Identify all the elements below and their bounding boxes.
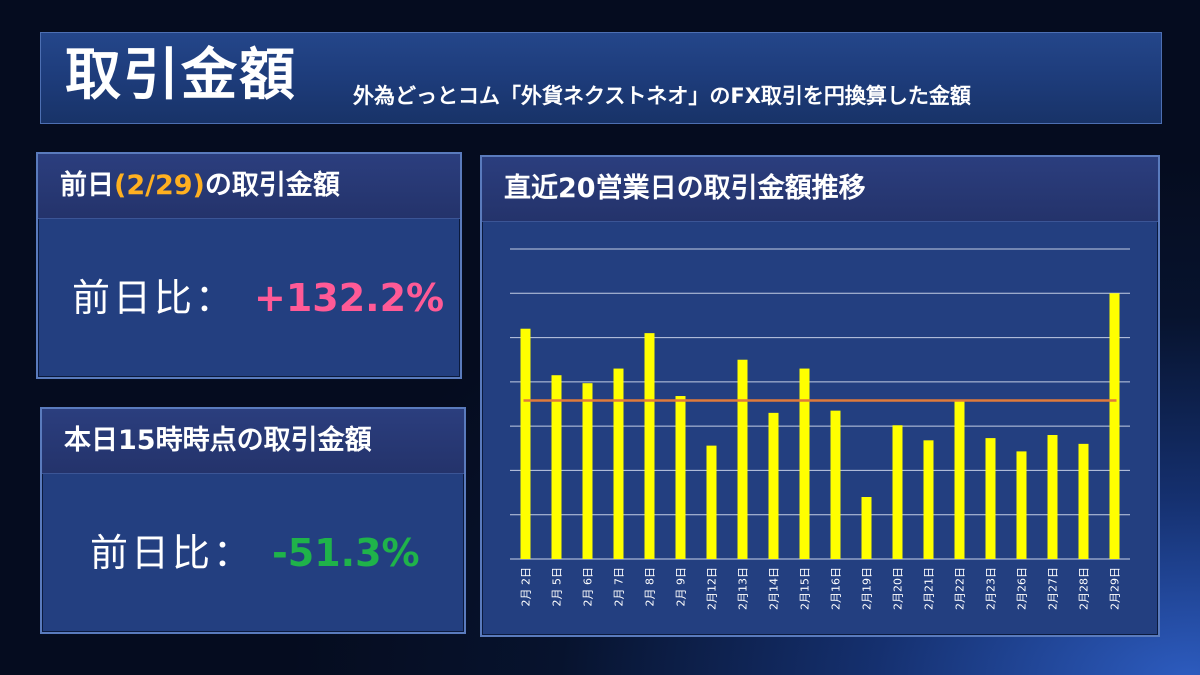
x-tick-label: 2月12日 — [706, 567, 719, 610]
bar — [1047, 435, 1058, 559]
x-tick-label: 2月23日 — [985, 567, 998, 610]
bar — [861, 497, 872, 559]
previous-day-ratio: 前日比： +132.2% — [72, 274, 444, 322]
x-tick-label: 2月 8日 — [644, 567, 657, 607]
x-tick-label: 2月 7日 — [613, 567, 626, 607]
bar — [923, 440, 934, 559]
previous-day-ratio-label: 前日比： — [72, 276, 237, 320]
bar — [675, 396, 686, 559]
x-tick-label: 2月29日 — [1109, 567, 1122, 610]
transaction-bar-chart: 2月 2日 2月 5日 2月 6日 2月 7日 2月 8日 2月 9日 2月12日 2月13日… — [510, 248, 1130, 610]
x-tick-label: 2月21日 — [923, 567, 936, 610]
x-tick-label: 2月13日 — [737, 567, 750, 610]
previous-day-ratio-value: +132.2% — [254, 276, 445, 320]
x-tick-label: 2月28日 — [1078, 567, 1091, 610]
bar — [954, 401, 965, 559]
x-tick-label: 2月 9日 — [675, 567, 688, 607]
bar — [582, 383, 593, 559]
today-ratio: 前日比： -51.3% — [90, 529, 420, 577]
page-subtitle: 外為どっとコム「外貨ネクストネオ」のFX取引を円換算した金額 — [353, 84, 971, 108]
bar — [830, 410, 841, 559]
bar — [706, 445, 717, 559]
chart-panel-title: 直近20営業日の取引金額推移 — [504, 173, 866, 204]
x-tick-label: 2月26日 — [1016, 567, 1029, 610]
page-title: 取引金額 — [65, 43, 297, 108]
previous-day-title-date: (2/29) — [114, 170, 205, 201]
bar — [768, 412, 779, 559]
bar — [892, 425, 903, 559]
chart-panel-header: 直近20営業日の取引金額推移 — [482, 157, 1158, 222]
bar — [1109, 293, 1120, 559]
previous-day-title-pre: 前日 — [60, 170, 114, 201]
x-tick-label: 2月27日 — [1047, 567, 1060, 610]
x-tick-label: 2月20日 — [892, 567, 905, 610]
x-tick-label: 2月 6日 — [582, 567, 595, 607]
previous-day-title-post: の取引金額 — [204, 170, 340, 201]
bar — [644, 333, 655, 559]
bar — [520, 328, 531, 559]
x-tick-label: 2月15日 — [799, 567, 812, 610]
chart-panel: 直近20営業日の取引金額推移 2月 2日 2月 5日 2月 6日 2月 7日 2月 8日… — [480, 155, 1160, 637]
today-panel: 本日15時時点の取引金額 前日比： -51.3% — [40, 407, 466, 634]
today-ratio-value: -51.3% — [272, 531, 420, 575]
previous-day-panel-header: 前日(2/29)の取引金額 — [38, 154, 460, 219]
bar — [737, 359, 748, 559]
x-tick-label: 2月 5日 — [551, 567, 564, 607]
bar — [551, 375, 562, 559]
previous-day-panel-title: 前日(2/29)の取引金額 — [60, 168, 340, 204]
bar — [613, 368, 624, 559]
today-panel-title: 本日15時時点の取引金額 — [64, 425, 372, 456]
title-bar: 取引金額 外為どっとコム「外貨ネクストネオ」のFX取引を円換算した金額 — [40, 32, 1162, 124]
today-panel-header: 本日15時時点の取引金額 — [42, 409, 464, 474]
previous-day-panel: 前日(2/29)の取引金額 前日比： +132.2% — [36, 152, 462, 379]
bar — [1078, 443, 1089, 559]
today-ratio-label: 前日比： — [90, 531, 255, 575]
x-tick-label: 2月22日 — [954, 567, 967, 610]
bar — [985, 438, 996, 559]
x-tick-label: 2月14日 — [768, 567, 781, 610]
bar — [1016, 451, 1027, 559]
x-tick-label: 2月 2日 — [520, 567, 533, 607]
bar — [799, 368, 810, 559]
x-tick-label: 2月19日 — [861, 567, 874, 610]
x-tick-label: 2月16日 — [830, 567, 843, 610]
